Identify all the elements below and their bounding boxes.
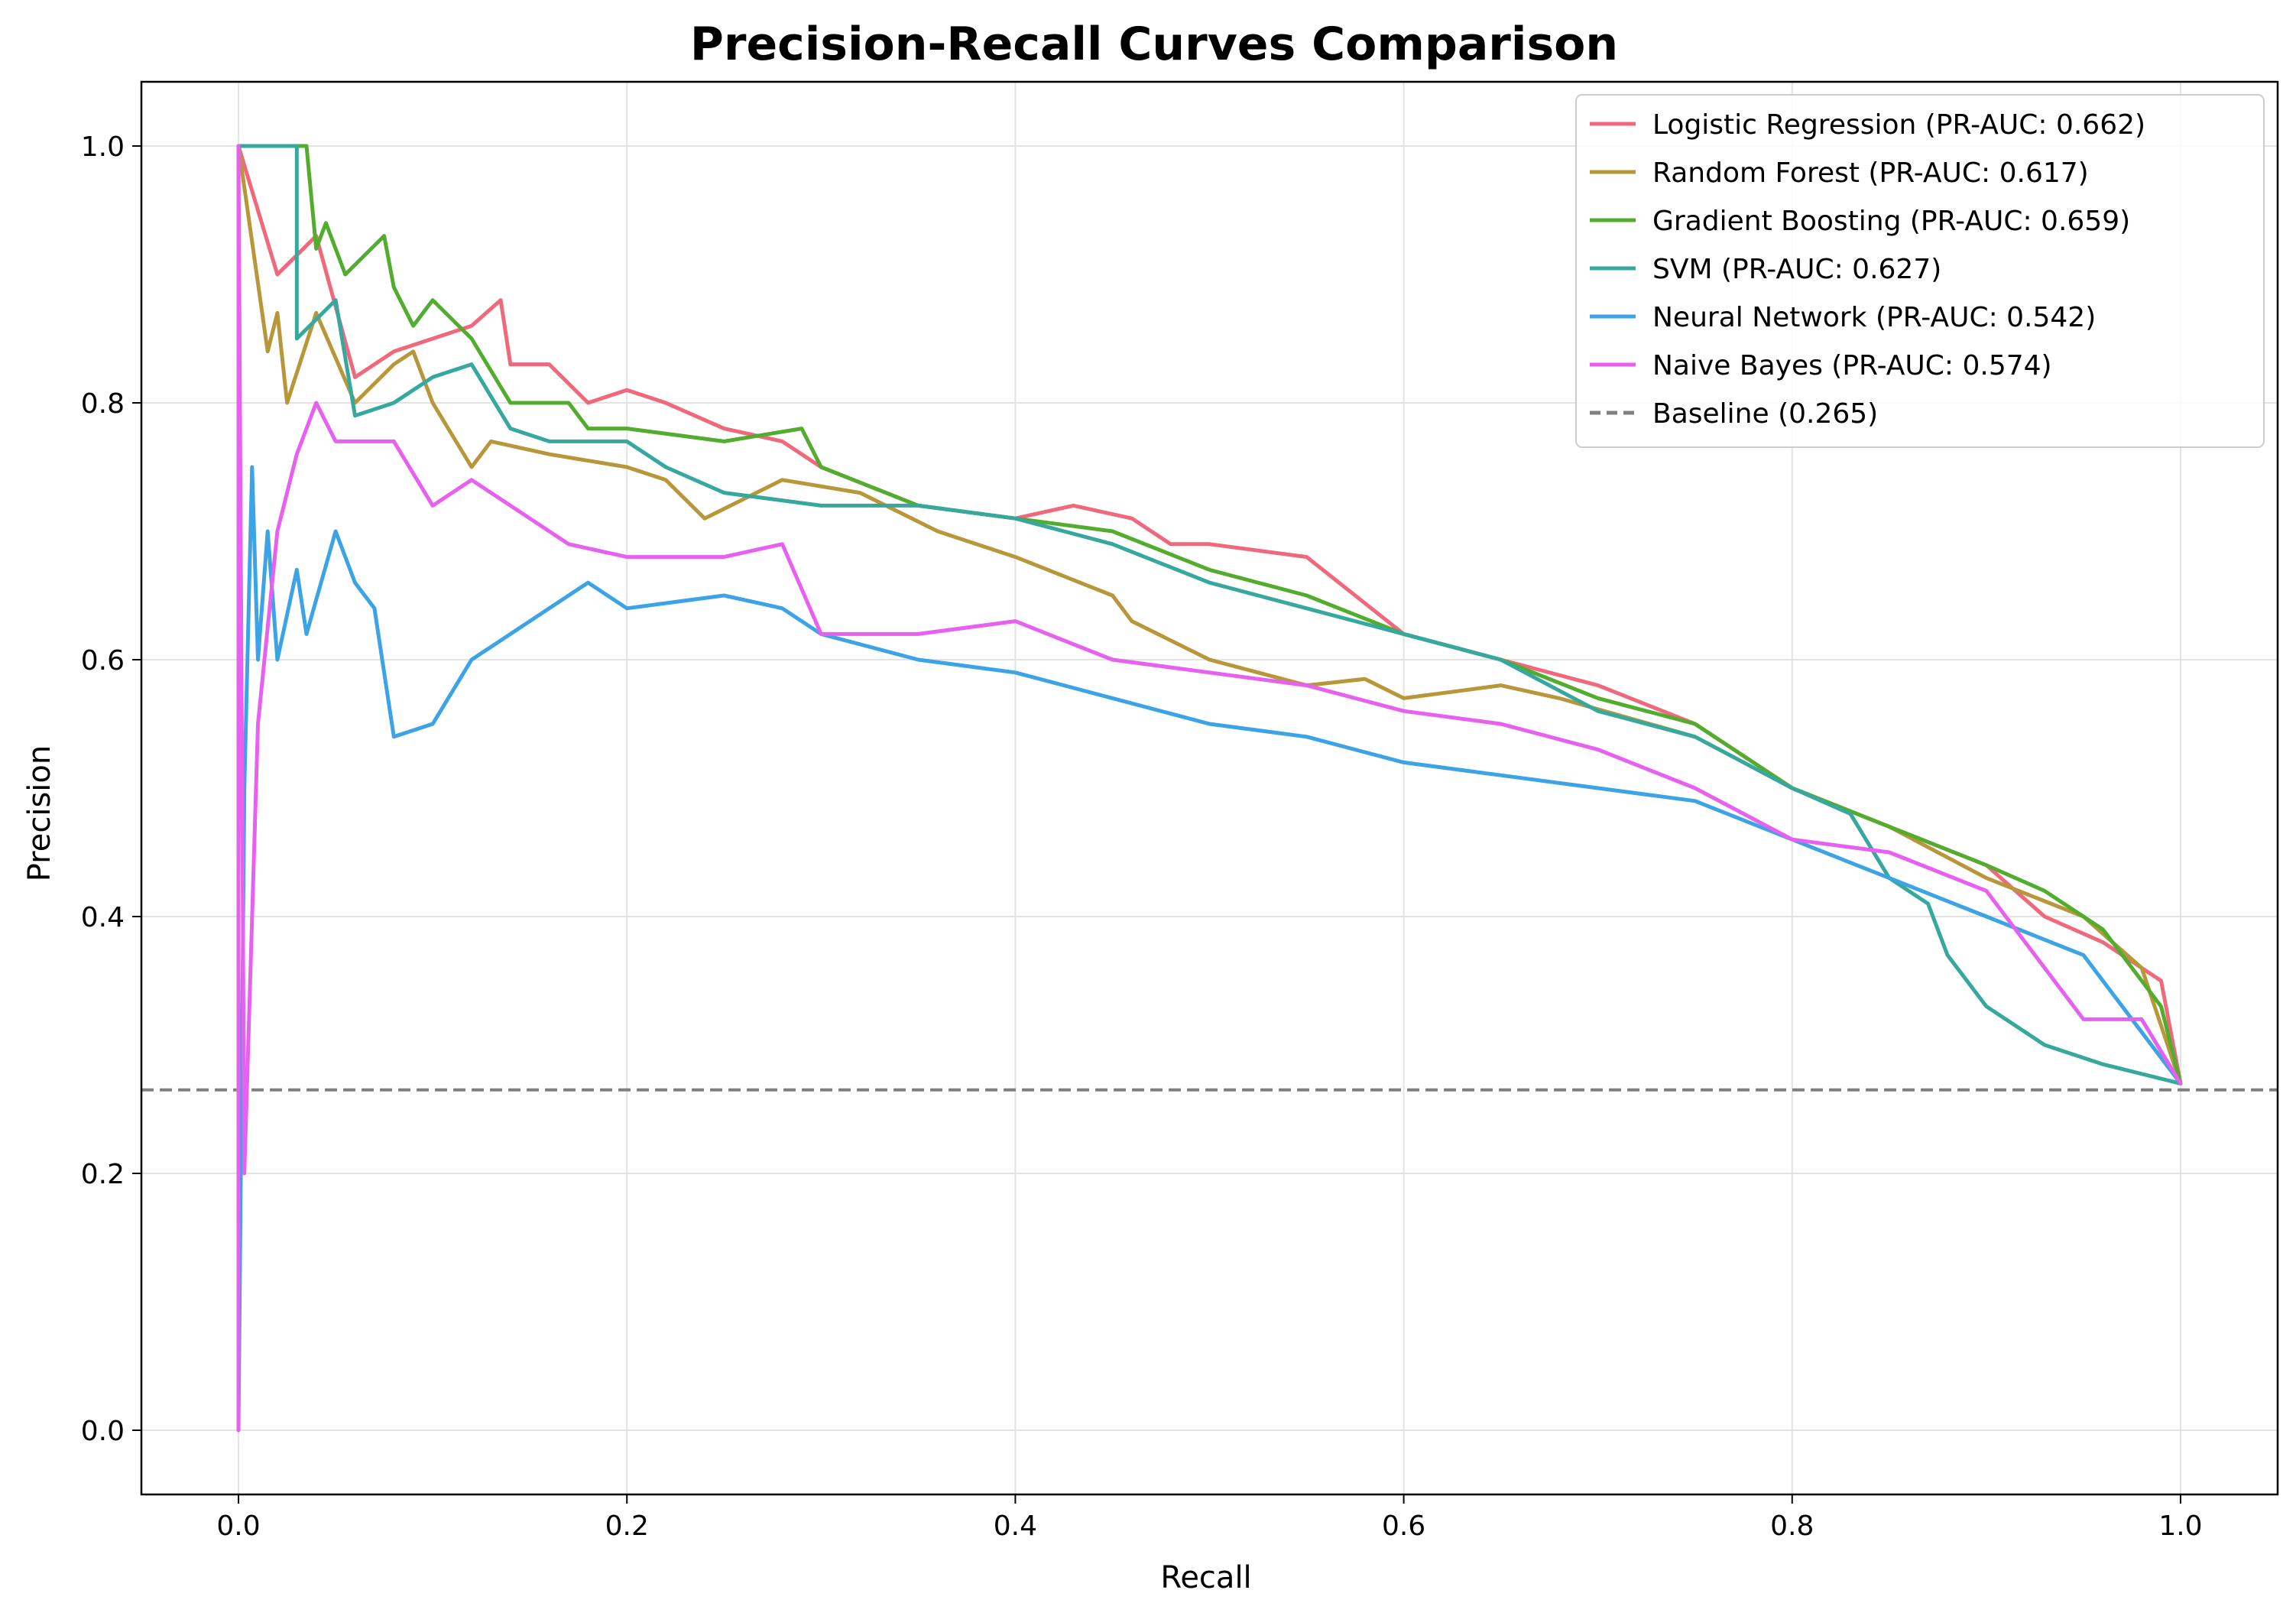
y-tick-label: 0.2 xyxy=(81,1159,125,1190)
legend-entry-label: Naive Bayes (PR-AUC: 0.574) xyxy=(1652,350,2052,381)
legend: Logistic Regression (PR-AUC: 0.662) Rando… xyxy=(1575,94,2265,448)
series-line-3 xyxy=(236,144,2183,1085)
legend-box xyxy=(1575,94,2265,448)
chart-title: Precision-Recall Curves Comparison xyxy=(690,18,1618,71)
x-tick-label: 0.8 xyxy=(1770,1511,1814,1542)
y-tick-label: 0.8 xyxy=(81,388,125,420)
legend-entry-label: Gradient Boosting (PR-AUC: 0.659) xyxy=(1652,206,2130,237)
legend-entry-label: Neural Network (PR-AUC: 0.542) xyxy=(1652,302,2096,333)
legend-entry-label: Logistic Regression (PR-AUC: 0.662) xyxy=(1652,109,2145,141)
y-tick-label: 0.4 xyxy=(81,902,125,933)
y-tick-label: 1.0 xyxy=(81,131,125,163)
series-line-5 xyxy=(236,144,2183,1433)
legend-entry-label: Baseline (0.265) xyxy=(1652,398,1878,430)
x-tick-label: 1.0 xyxy=(2158,1511,2202,1542)
legend-entry-label: Random Forest (PR-AUC: 0.617) xyxy=(1652,157,2089,189)
x-tick-label: 0.0 xyxy=(216,1511,260,1542)
y-axis-label: Precision xyxy=(22,745,57,881)
y-tick-label: 0.6 xyxy=(81,645,125,677)
x-tick-label: 0.4 xyxy=(994,1511,1037,1542)
x-tick-label: 0.6 xyxy=(1382,1511,1425,1542)
plot-frame xyxy=(140,80,2279,1496)
y-tick-label: 0.0 xyxy=(81,1416,125,1447)
series-line-4 xyxy=(236,465,2183,1433)
x-axis-ticks: 0.0 0.2 0.4 0.6 0.8 1.0 xyxy=(216,1494,2203,1542)
x-axis-label: Recall xyxy=(1160,1560,1251,1595)
series-line-2 xyxy=(236,144,2183,1085)
x-tick-label: 0.2 xyxy=(605,1511,649,1542)
series-group xyxy=(236,144,2183,1433)
y-axis-ticks: 0.0 0.2 0.4 0.6 0.8 1.0 xyxy=(81,131,141,1447)
legend-entry-label: SVM (PR-AUC: 0.627) xyxy=(1652,254,1941,285)
